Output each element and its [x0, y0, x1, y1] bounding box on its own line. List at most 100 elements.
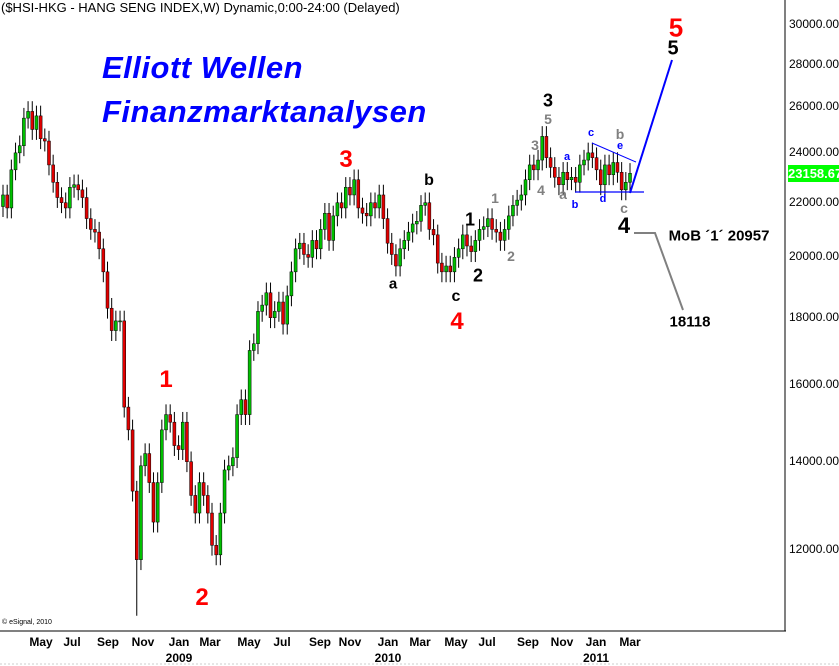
candle-up	[13, 152, 18, 171]
candle-down	[469, 245, 473, 252]
candle-up	[118, 320, 122, 323]
candle-down	[490, 218, 494, 230]
wave-label: 3	[542, 90, 554, 111]
candle-up	[139, 465, 143, 560]
candle-up	[536, 159, 540, 171]
wave-label: c	[451, 288, 461, 305]
candle-up	[72, 184, 76, 188]
wave-label: 5	[544, 111, 552, 127]
candle-up	[143, 453, 147, 467]
wave-label: 2	[195, 584, 209, 611]
chart-header: ($HSI-HKG - HANG SENG INDEX,W) Dynamic,0…	[1, 0, 400, 15]
candle-up	[406, 231, 411, 241]
y-tick-label: 20000.00	[789, 249, 839, 264]
candle-up	[260, 304, 264, 312]
candle-up	[369, 202, 373, 217]
candle-up	[423, 202, 427, 206]
wave-label: 2	[507, 248, 515, 264]
wave-label: 1	[159, 366, 173, 393]
candle-up	[310, 240, 315, 258]
candle-down	[440, 262, 444, 273]
candle-down	[176, 445, 181, 450]
x-tick-label: Nov	[131, 635, 155, 649]
candle-up	[222, 469, 227, 514]
candle-up	[160, 429, 164, 483]
wave-label: b	[424, 172, 434, 189]
candle-down	[122, 320, 126, 408]
candle-down	[47, 140, 51, 166]
candle-down	[494, 229, 498, 233]
candle-down	[615, 162, 620, 173]
y-tick-label: 26000.00	[789, 98, 839, 113]
x-tick-label: Jul	[273, 635, 291, 649]
candle-down	[302, 242, 306, 255]
candle-down	[431, 229, 436, 236]
copyright: © eSignal, 2010	[2, 619, 52, 626]
x-tick-label: Mar	[199, 635, 221, 649]
x-tick-label: May	[444, 635, 468, 649]
candle-down	[51, 164, 55, 183]
candle-down	[193, 495, 198, 514]
candle-down	[590, 152, 595, 158]
y-tick-label: 14000.00	[789, 453, 839, 468]
candle-down	[105, 271, 110, 309]
candle-down	[268, 292, 273, 318]
candle-up	[26, 111, 30, 119]
candle-down	[435, 234, 440, 264]
triangle-upper-line	[591, 142, 637, 163]
candle-up	[155, 482, 160, 523]
candle-down	[573, 176, 578, 183]
candle-up	[419, 205, 423, 222]
y-tick-label: 24000.00	[789, 144, 839, 159]
candle-up	[486, 218, 490, 227]
candle-up	[511, 205, 515, 217]
candle-up	[402, 240, 407, 250]
candle-up	[377, 194, 381, 209]
candle-down	[373, 202, 377, 209]
candle-down	[339, 202, 344, 209]
candle-up	[323, 212, 327, 230]
candle-up	[398, 248, 402, 267]
candle-down	[30, 111, 35, 130]
candle-up	[272, 311, 277, 318]
candle-up	[293, 248, 298, 273]
candle-up	[611, 162, 616, 176]
candle-up	[1, 194, 5, 207]
candle-down	[364, 212, 369, 217]
candle-down	[189, 461, 193, 496]
candle-up	[444, 265, 448, 273]
wave-label: 3	[531, 137, 539, 153]
candle-up	[289, 271, 294, 297]
candle-down	[109, 307, 114, 331]
x-tick-label: Sep	[308, 635, 332, 649]
x-year-label: 2010	[374, 651, 402, 665]
y-tick-label: 28000.00	[789, 56, 839, 71]
candle-down	[172, 421, 177, 446]
candle-down	[306, 254, 310, 258]
candle-up	[298, 242, 302, 250]
candle-down	[59, 197, 64, 203]
candle-down	[206, 495, 210, 514]
candle-down	[356, 179, 361, 209]
candle-up	[197, 482, 202, 514]
y-tick-label: 16000.00	[789, 377, 839, 392]
target-connector-line	[634, 232, 684, 311]
wave-label: 5	[668, 12, 684, 43]
candle-down	[548, 157, 553, 168]
candle-down	[532, 164, 536, 171]
x-tick-label: May	[29, 635, 53, 649]
candle-up	[277, 301, 281, 312]
candle-down	[243, 399, 248, 415]
candle-up	[523, 179, 528, 196]
candle-up	[519, 194, 524, 201]
candle-up	[164, 414, 168, 431]
wave-label: d	[599, 193, 607, 205]
x-tick-label: Jul	[478, 635, 496, 649]
candle-up	[502, 229, 507, 241]
candle-down	[126, 406, 131, 431]
candle-up	[582, 159, 586, 166]
candle-up	[247, 350, 252, 415]
candle-up	[352, 179, 356, 196]
candle-down	[101, 248, 106, 273]
